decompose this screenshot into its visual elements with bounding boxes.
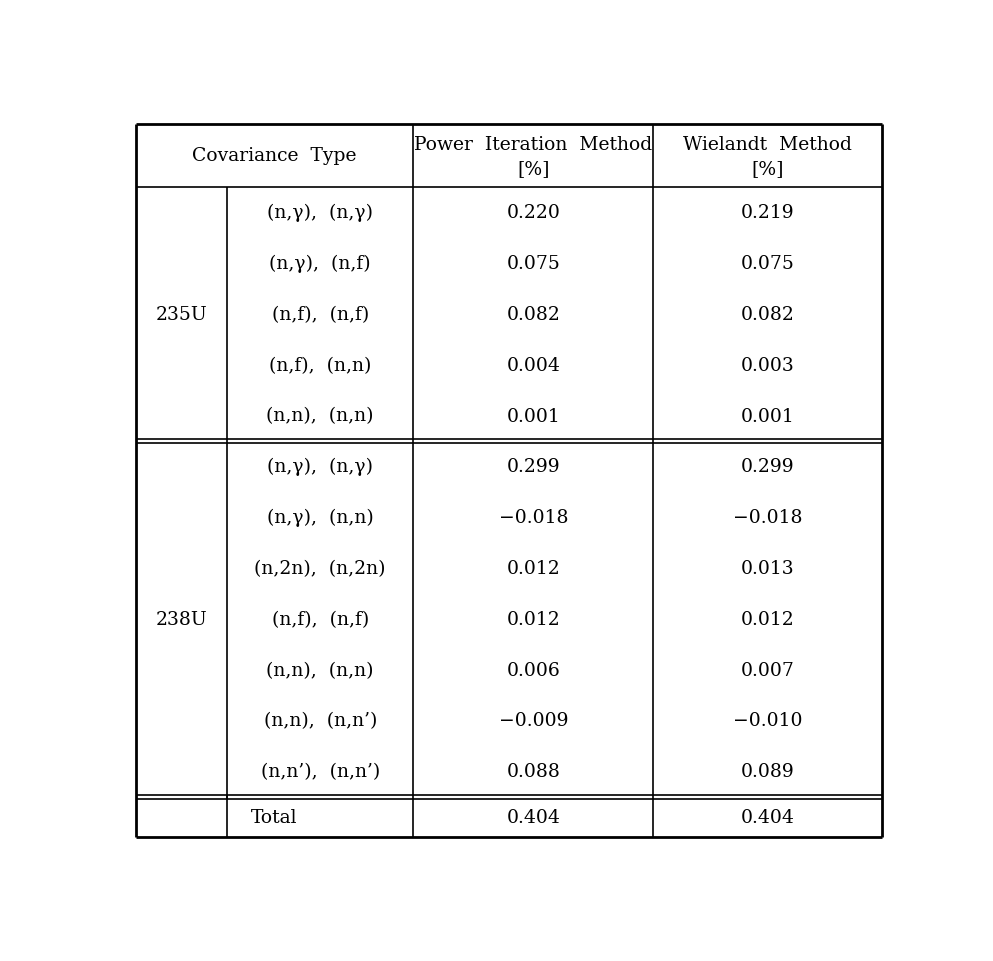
Text: 0.001: 0.001	[506, 407, 560, 425]
Text: 0.012: 0.012	[506, 559, 560, 578]
Text: Total: Total	[251, 808, 298, 825]
Text: [%]: [%]	[752, 160, 784, 178]
Text: 0.001: 0.001	[741, 407, 794, 425]
Text: (n,γ),  (n,γ): (n,γ), (n,γ)	[267, 457, 373, 476]
Text: Covariance  Type: Covariance Type	[193, 147, 356, 165]
Text: (n,n),  (n,n): (n,n), (n,n)	[266, 661, 374, 678]
Text: (n,n),  (n,n): (n,n), (n,n)	[266, 407, 374, 425]
Text: 0.219: 0.219	[741, 204, 794, 222]
Text: (n,γ),  (n,n): (n,γ), (n,n)	[267, 508, 373, 527]
Text: 0.075: 0.075	[506, 255, 560, 273]
Text: (n,2n),  (n,2n): (n,2n), (n,2n)	[254, 559, 386, 578]
Text: 0.220: 0.220	[506, 204, 560, 222]
Text: 0.007: 0.007	[741, 661, 794, 678]
Text: −0.018: −0.018	[498, 508, 568, 527]
Text: (n,n),  (n,n’): (n,n), (n,n’)	[263, 712, 377, 729]
Text: 235U: 235U	[156, 306, 208, 324]
Text: 0.013: 0.013	[741, 559, 794, 578]
Text: −0.018: −0.018	[733, 508, 802, 527]
Text: 0.012: 0.012	[741, 610, 794, 628]
Text: (n,γ),  (n,f): (n,γ), (n,f)	[269, 255, 371, 273]
Text: −0.010: −0.010	[733, 712, 802, 729]
Text: 0.082: 0.082	[741, 306, 794, 324]
Text: (n,f),  (n,f): (n,f), (n,f)	[271, 306, 368, 324]
Text: 0.006: 0.006	[506, 661, 560, 678]
Text: Power  Iteration  Method: Power Iteration Method	[414, 136, 652, 155]
Text: 0.082: 0.082	[506, 306, 560, 324]
Text: 0.004: 0.004	[506, 357, 560, 374]
Text: 0.089: 0.089	[741, 762, 794, 780]
Text: (n,f),  (n,n): (n,f), (n,n)	[269, 357, 371, 374]
Text: (n,n’),  (n,n’): (n,n’), (n,n’)	[260, 762, 380, 780]
Text: 0.404: 0.404	[741, 808, 794, 825]
Text: 0.075: 0.075	[741, 255, 794, 273]
Text: (n,γ),  (n,γ): (n,γ), (n,γ)	[267, 204, 373, 222]
Text: (n,f),  (n,f): (n,f), (n,f)	[271, 610, 368, 628]
Text: 0.404: 0.404	[506, 808, 560, 825]
Text: 238U: 238U	[156, 610, 208, 628]
Text: 0.003: 0.003	[741, 357, 794, 374]
Text: [%]: [%]	[517, 160, 549, 178]
Text: Wielandt  Method: Wielandt Method	[683, 136, 852, 155]
Text: 0.299: 0.299	[506, 457, 560, 476]
Text: −0.009: −0.009	[498, 712, 568, 729]
Text: 0.299: 0.299	[741, 457, 794, 476]
Text: 0.012: 0.012	[506, 610, 560, 628]
Text: 0.088: 0.088	[506, 762, 560, 780]
